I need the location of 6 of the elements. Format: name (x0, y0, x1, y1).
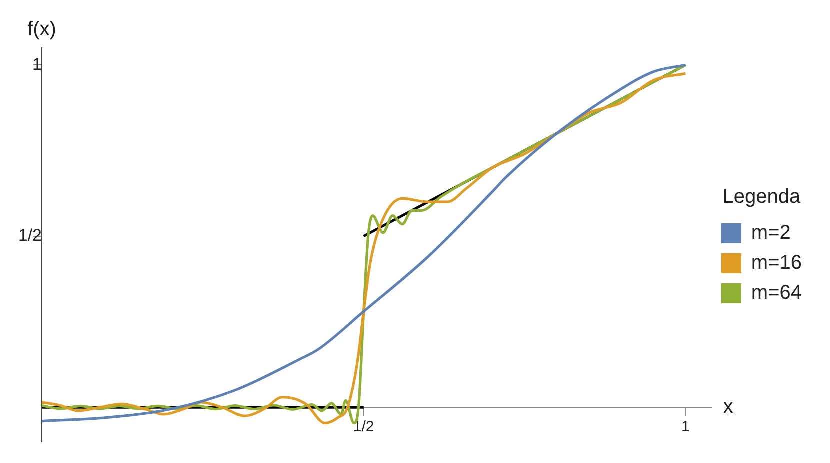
legend-label: m=16 (751, 252, 802, 274)
y-axis-title: f(x) (28, 18, 56, 41)
legend-title: Legenda (722, 186, 802, 208)
legend-label: m=2 (751, 222, 791, 244)
x-axis-title: x (723, 396, 734, 418)
legend-label: m=64 (751, 282, 802, 304)
